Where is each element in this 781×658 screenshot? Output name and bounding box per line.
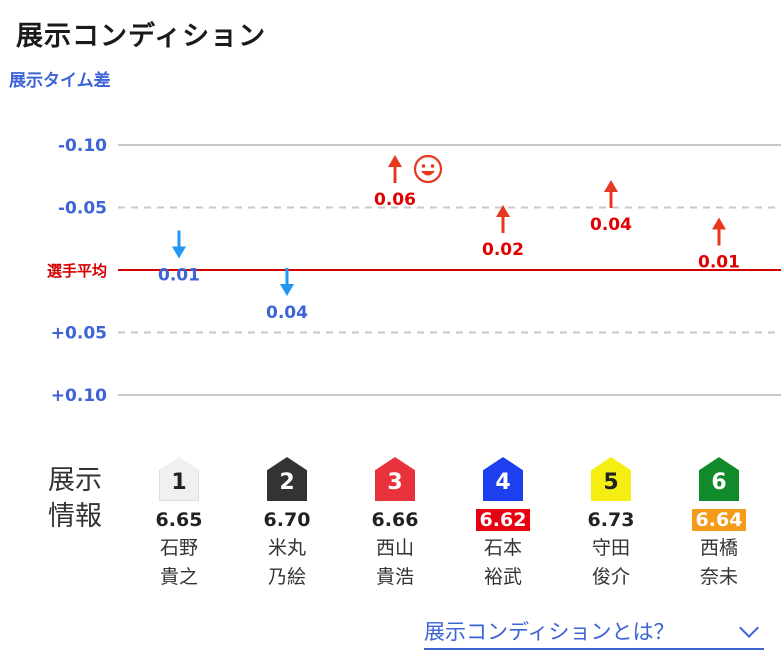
lane-info-6: 6 6.64 西橋奈未: [669, 457, 769, 592]
data-label: 0.01: [698, 253, 740, 273]
lane-number: 6: [711, 470, 727, 495]
exhibition-info-title: 展示情報: [48, 465, 102, 532]
y-tick-label: +0.10: [51, 386, 107, 406]
up-arrow-icon: [712, 217, 726, 246]
exhibition-time: 6.73: [587, 509, 635, 531]
exhibition-time: 6.64: [691, 509, 747, 531]
racer-given-name: 貴浩: [375, 566, 414, 588]
lane-number-badge: 5: [591, 457, 631, 501]
lane-info-4: 4 6.62 石本裕武: [453, 457, 553, 592]
up-arrow-icon: [604, 180, 618, 208]
lane-number-badge: 6: [699, 457, 739, 501]
condition-help-link[interactable]: 展示コンディションとは？: [424, 614, 764, 650]
exhibition-time: 6.62: [475, 509, 531, 531]
chevron-down-icon: [739, 618, 759, 638]
data-label: 0.06: [374, 190, 416, 210]
data-label: 0.02: [482, 240, 524, 260]
racer-given-name: 奈未: [699, 566, 738, 588]
racer-given-name: 乃絵: [267, 566, 306, 588]
data-label: 0.04: [266, 303, 308, 323]
down-arrow-icon: [280, 268, 294, 296]
racer-surname: 石本: [483, 537, 522, 559]
racer-given-name: 貴之: [159, 566, 198, 588]
average-label: 選手平均: [47, 262, 107, 280]
racer-surname: 守田: [591, 537, 630, 559]
lane-number-badge: 4: [483, 457, 523, 501]
lane-info-3: 3 6.66 西山貴浩: [345, 457, 445, 592]
y-tick-label: -0.05: [58, 199, 107, 219]
exhibition-time-chart: -0.10 -0.05 選手平均 +0.05 +0.10 0.01 0.04 0.06 0.02…: [47, 136, 781, 406]
data-label: 0.04: [590, 215, 632, 235]
lane-number-badge: 2: [267, 457, 307, 501]
lane-number: 3: [387, 470, 403, 495]
y-tick-label: +0.05: [51, 324, 107, 344]
lane-info-5: 5 6.73 守田俊介: [561, 457, 661, 592]
racer-surname: 米丸: [267, 537, 306, 559]
lane-number: 1: [171, 470, 187, 495]
lane-info-1: 1 6.65 石野貴之: [129, 457, 229, 592]
lane-number: 2: [279, 470, 295, 495]
racer-surname: 石野: [159, 537, 198, 559]
lane-number: 4: [495, 470, 511, 495]
data-label: 0.01: [158, 266, 200, 286]
racer-given-name: 裕武: [483, 566, 522, 588]
exhibition-time: 6.65: [155, 509, 203, 531]
up-arrow-icon: [388, 155, 402, 183]
y-axis-label: 展示タイム差: [9, 71, 111, 91]
lane-number-badge: 1: [159, 457, 199, 501]
lane-number: 5: [603, 470, 619, 495]
racer-given-name: 俊介: [591, 566, 630, 588]
lane-info-2: 2 6.70 米丸乃絵: [237, 457, 337, 592]
racer-surname: 西山: [375, 537, 414, 559]
y-tick-label: -0.10: [58, 136, 107, 156]
condition-help-link-label: 展示コンディションとは？: [424, 620, 675, 644]
up-arrow-icon: [496, 205, 510, 233]
page-title: 展示コンディション: [16, 21, 267, 52]
smiley-icon: [413, 154, 443, 184]
racer-surname: 西橋: [699, 537, 738, 559]
exhibition-time: 6.66: [371, 509, 419, 531]
down-arrow-icon: [172, 230, 186, 259]
exhibition-time: 6.70: [263, 509, 311, 531]
lane-number-badge: 3: [375, 457, 415, 501]
